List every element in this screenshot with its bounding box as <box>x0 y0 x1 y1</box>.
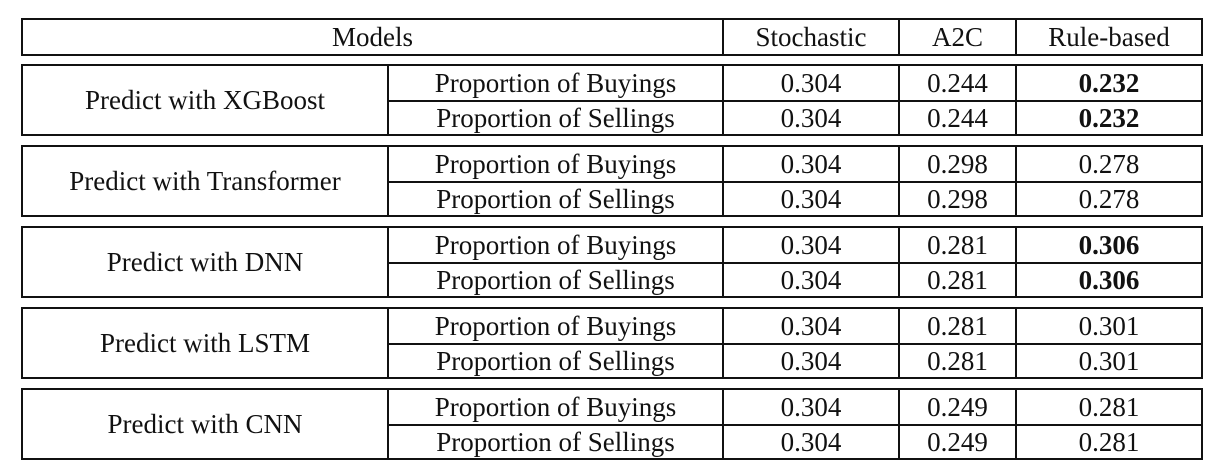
model-group-xgboost: Predict with XGBoost Proportion of Buyin… <box>21 64 1203 136</box>
stochastic-value: 0.304 <box>722 66 898 100</box>
header-models: Models <box>332 21 413 52</box>
stochastic-value: 0.304 <box>722 262 898 296</box>
metric-label: Proportion of Sellings <box>389 343 722 377</box>
stochastic-value: 0.304 <box>722 309 898 343</box>
metric-label: Proportion of Buyings <box>434 391 677 422</box>
model-name: Predict with CNN <box>23 390 389 458</box>
stochastic-value: 0.304 <box>722 100 898 134</box>
rule-based-value: 0.301 <box>1015 343 1201 377</box>
rule-based-value: 0.232 <box>1015 66 1201 100</box>
rule-based-value: 0.281 <box>1015 424 1201 458</box>
model-group-cnn: Predict with CNN Proportion of Buyings 0… <box>21 388 1203 460</box>
rule-based-value: 0.306 <box>1015 228 1201 262</box>
metric-label: Proportion of Sellings <box>389 100 722 134</box>
stochastic-value: 0.304 <box>722 147 898 181</box>
metric-label: Proportion of Sellings <box>389 424 722 458</box>
rule-based-value: 0.306 <box>1015 262 1201 296</box>
model-name: Predict with LSTM <box>23 309 389 377</box>
a2c-value: 0.298 <box>898 147 1015 181</box>
metric-label: Proportion of Buyings <box>434 148 677 179</box>
a2c-value: 0.281 <box>898 343 1015 377</box>
header-a2c: A2C <box>898 20 1015 54</box>
table-header: Models Stochastic A2C Rule-based <box>21 18 1203 56</box>
stochastic-value: 0.304 <box>722 390 898 424</box>
a2c-value: 0.249 <box>898 424 1015 458</box>
stochastic-value: 0.304 <box>722 343 898 377</box>
metric-label: Proportion of Buyings <box>434 67 677 98</box>
model-group-transformer: Predict with Transformer Proportion of B… <box>21 145 1203 217</box>
model-name: Predict with XGBoost <box>23 66 389 134</box>
rule-based-value: 0.301 <box>1015 309 1201 343</box>
rule-based-value: 0.281 <box>1015 390 1201 424</box>
rule-based-value: 0.278 <box>1015 181 1201 215</box>
header-rule-based: Rule-based <box>1015 20 1201 54</box>
stochastic-value: 0.304 <box>722 424 898 458</box>
model-name: Predict with Transformer <box>23 147 389 215</box>
metric-label: Proportion of Sellings <box>389 181 722 215</box>
metric-label: Proportion of Buyings <box>434 229 677 260</box>
a2c-value: 0.281 <box>898 228 1015 262</box>
a2c-value: 0.244 <box>898 100 1015 134</box>
a2c-value: 0.249 <box>898 390 1015 424</box>
rule-based-value: 0.278 <box>1015 147 1201 181</box>
model-name: Predict with DNN <box>23 228 389 296</box>
rule-based-value: 0.232 <box>1015 100 1201 134</box>
metric-label: Proportion of Buyings <box>434 310 677 341</box>
model-group-lstm: Predict with LSTM Proportion of Buyings … <box>21 307 1203 379</box>
a2c-value: 0.244 <box>898 66 1015 100</box>
a2c-value: 0.281 <box>898 309 1015 343</box>
metric-label: Proportion of Sellings <box>389 262 722 296</box>
stochastic-value: 0.304 <box>722 228 898 262</box>
model-group-dnn: Predict with DNN Proportion of Buyings 0… <box>21 226 1203 298</box>
a2c-value: 0.281 <box>898 262 1015 296</box>
a2c-value: 0.298 <box>898 181 1015 215</box>
stochastic-value: 0.304 <box>722 181 898 215</box>
header-stochastic: Stochastic <box>722 20 898 54</box>
